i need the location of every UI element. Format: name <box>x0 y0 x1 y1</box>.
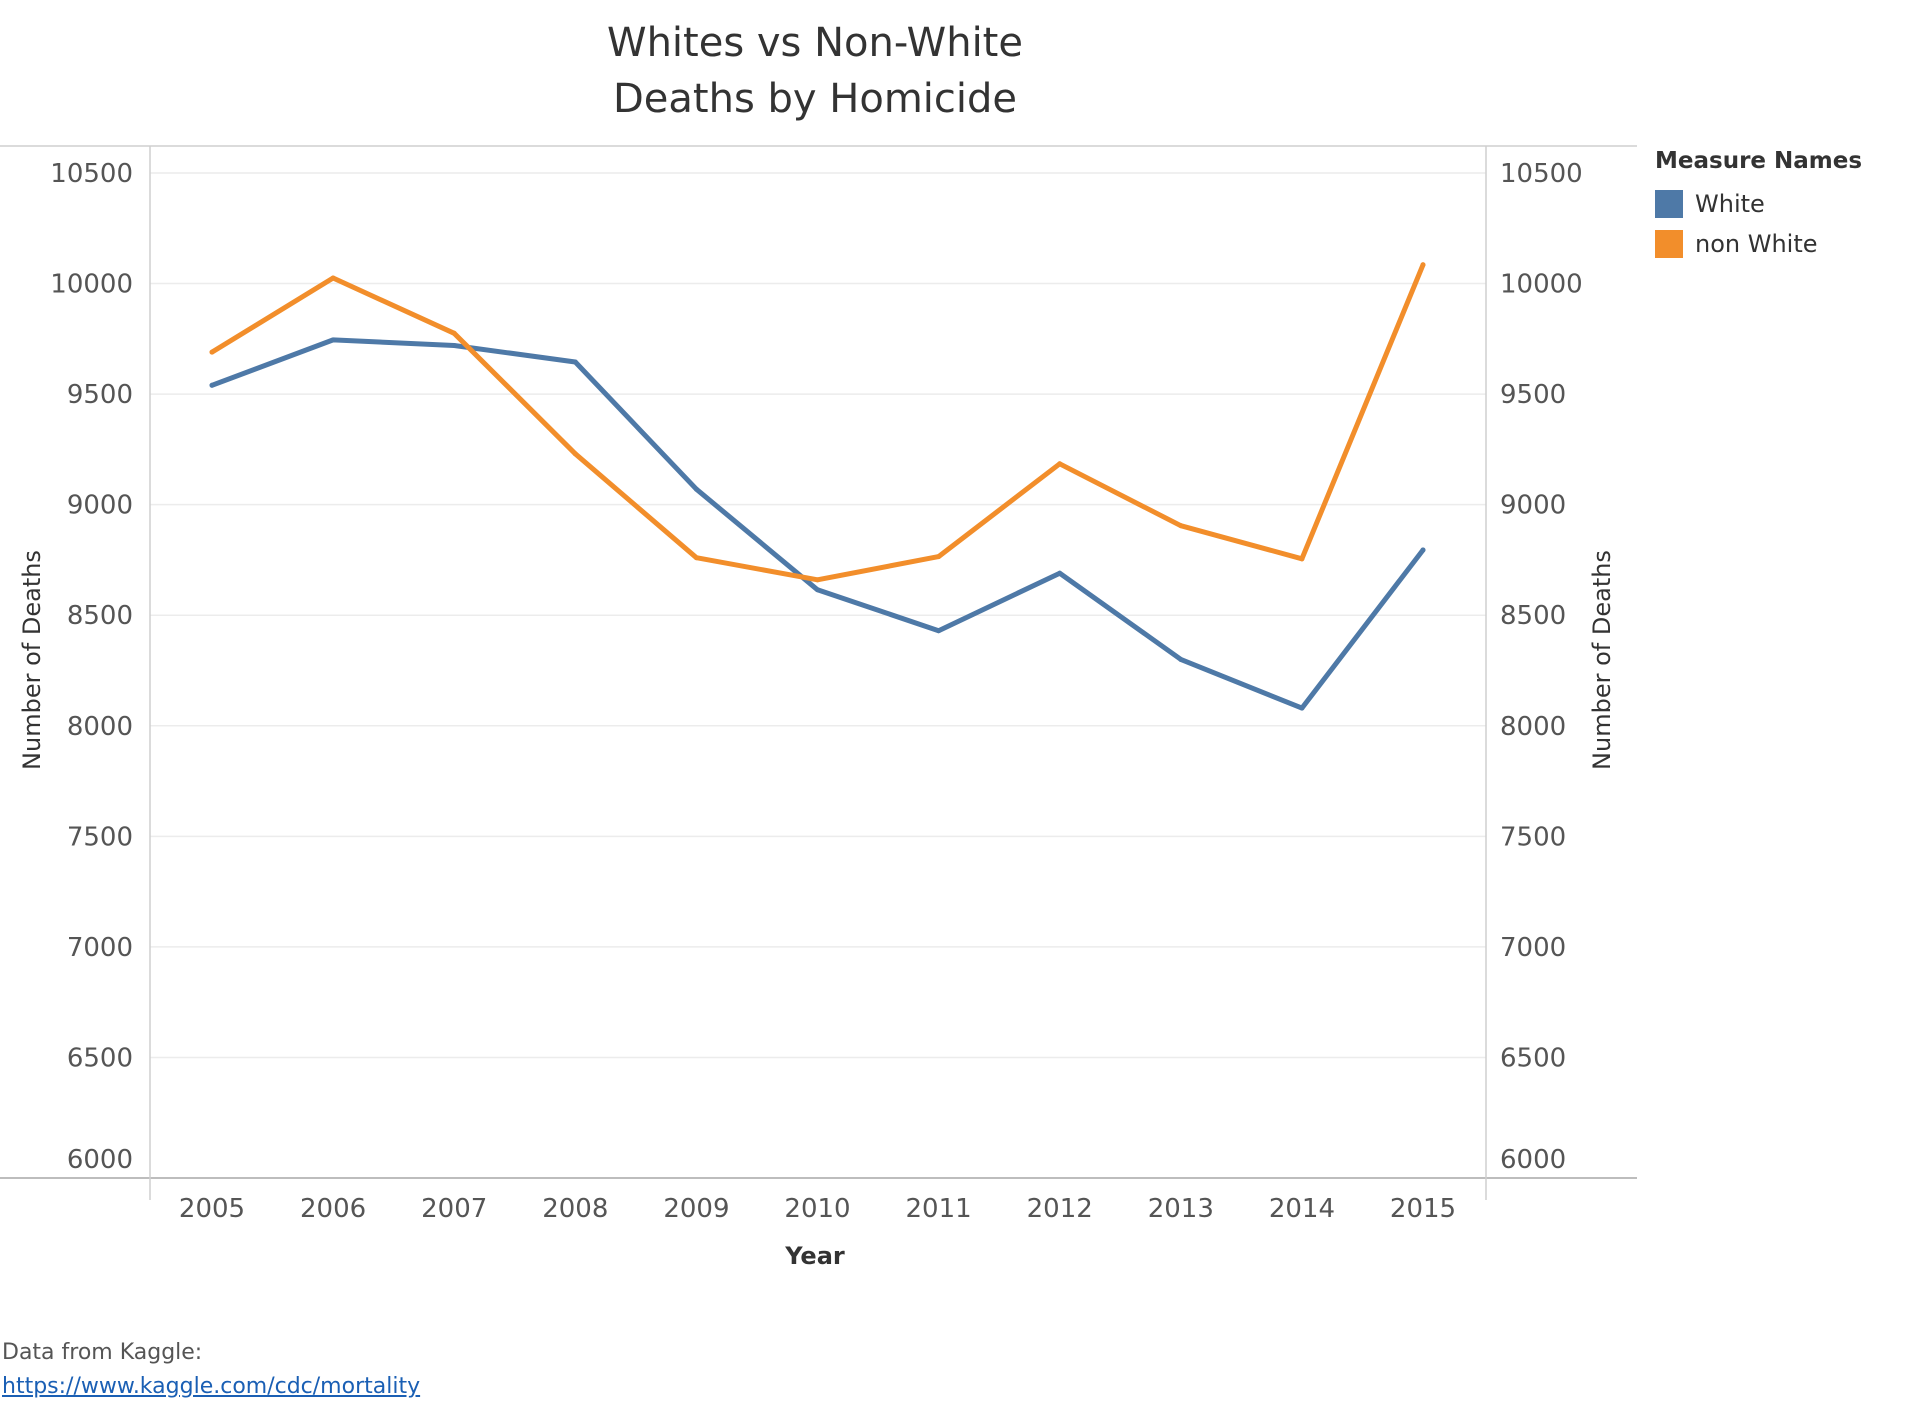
legend-item-non-white[interactable]: non White <box>1655 224 1862 264</box>
series-lines <box>209 262 1426 711</box>
y-tick-right-10500: 10500 <box>1500 159 1583 189</box>
y-tick-right-8500: 8500 <box>1500 601 1566 631</box>
data-point-non-white-2009 <box>693 555 699 561</box>
data-point-non-white-2011 <box>936 554 942 560</box>
source-link[interactable]: https://www.kaggle.com/cdc/mortality <box>2 1374 421 1399</box>
y-tick-right-7500: 7500 <box>1500 822 1566 852</box>
y-tick-left-8000: 8000 <box>67 712 133 742</box>
y-tick-left-10000: 10000 <box>50 270 133 300</box>
data-point-white-2007 <box>451 342 457 348</box>
data-point-white-2013 <box>1178 656 1184 662</box>
gridlines <box>150 172 1486 1059</box>
y-tick-left-6000: 6000 <box>67 1145 133 1175</box>
x-tick-2014: 2014 <box>1269 1194 1335 1224</box>
x-tick-2010: 2010 <box>784 1194 850 1224</box>
x-tick-2011: 2011 <box>906 1194 972 1224</box>
x-tick-2007: 2007 <box>421 1194 487 1224</box>
legend-swatch-non-white <box>1655 230 1683 258</box>
data-point-white-2005 <box>209 382 215 388</box>
data-point-non-white-2014 <box>1299 556 1305 562</box>
y-tick-left-8500: 8500 <box>67 601 133 631</box>
x-tick-2012: 2012 <box>1027 1194 1093 1224</box>
legend: Measure Names White non White <box>1655 148 1862 264</box>
legend-label-white: White <box>1695 190 1765 218</box>
y-tick-right-6000: 6000 <box>1500 1145 1566 1175</box>
data-point-non-white-2005 <box>209 349 215 355</box>
y-tick-left-9500: 9500 <box>67 380 133 410</box>
legend-label-non-white: non White <box>1695 230 1818 258</box>
y-tick-right-9000: 9000 <box>1500 491 1566 521</box>
y-tick-right-8000: 8000 <box>1500 712 1566 742</box>
x-tick-2006: 2006 <box>300 1194 366 1224</box>
y-tick-right-7000: 7000 <box>1500 933 1566 963</box>
y-tick-right-6500: 6500 <box>1500 1043 1566 1073</box>
data-point-white-2010 <box>815 587 820 593</box>
y-axis-right-title: Number of Deaths <box>1588 550 1616 770</box>
data-point-white-2012 <box>1057 570 1063 576</box>
y-tick-left-10500: 10500 <box>50 159 133 189</box>
data-point-non-white-2010 <box>815 577 820 583</box>
data-point-non-white-2015 <box>1420 262 1426 268</box>
y-tick-right-10000: 10000 <box>1500 270 1583 300</box>
data-point-white-2006 <box>330 337 336 343</box>
data-point-white-2008 <box>572 359 578 365</box>
chart-title-line-1: Whites vs Non-White <box>607 20 1023 66</box>
y-tick-right-9500: 9500 <box>1500 380 1566 410</box>
legend-item-white[interactable]: White <box>1655 184 1862 224</box>
data-point-non-white-2007 <box>451 330 457 336</box>
x-axis-title: Year <box>784 1242 845 1270</box>
y-axis-right-ticks: 6000 6500 7000 7500 8000 8500 9000 9500 10000 105… <box>1500 159 1583 1175</box>
series-line-non-white <box>209 262 1426 583</box>
plot-frame <box>0 145 1637 1200</box>
chart-title: Whites vs Non-White Deaths by Homicide <box>607 20 1023 122</box>
data-point-white-2009 <box>693 486 699 492</box>
y-tick-left-9000: 9000 <box>67 491 133 521</box>
y-tick-left-7000: 7000 <box>67 933 133 963</box>
y-axis-left-title: Number of Deaths <box>18 550 46 770</box>
x-tick-2005: 2005 <box>179 1194 245 1224</box>
x-tick-2008: 2008 <box>542 1194 608 1224</box>
y-axis-left-ticks: 6000 6500 7000 7500 8000 8500 9000 9500 10000 105… <box>50 159 133 1175</box>
legend-title: Measure Names <box>1655 148 1863 174</box>
data-point-white-2014 <box>1299 705 1305 711</box>
data-point-white-2011 <box>936 628 942 634</box>
data-point-non-white-2008 <box>572 451 578 457</box>
data-point-white-2015 <box>1420 547 1426 553</box>
source-label: Data from Kaggle: <box>2 1340 203 1365</box>
x-tick-2009: 2009 <box>663 1194 729 1224</box>
y-tick-left-7500: 7500 <box>67 822 133 852</box>
chart-title-line-2: Deaths by Homicide <box>613 76 1017 122</box>
x-axis-ticks: 2005 2006 2007 2008 2009 2010 2011 2012 2013 2014… <box>179 1194 1456 1224</box>
data-point-non-white-2006 <box>330 275 336 281</box>
data-point-non-white-2012 <box>1057 461 1063 467</box>
x-tick-2015: 2015 <box>1390 1194 1456 1224</box>
footer: Data from Kaggle: https://www.kaggle.com… <box>2 1336 420 1404</box>
x-tick-2013: 2013 <box>1148 1194 1214 1224</box>
y-tick-left-6500: 6500 <box>67 1043 133 1073</box>
series-line-white <box>209 337 1426 711</box>
legend-swatch-white <box>1655 190 1683 218</box>
data-point-non-white-2013 <box>1178 523 1184 529</box>
